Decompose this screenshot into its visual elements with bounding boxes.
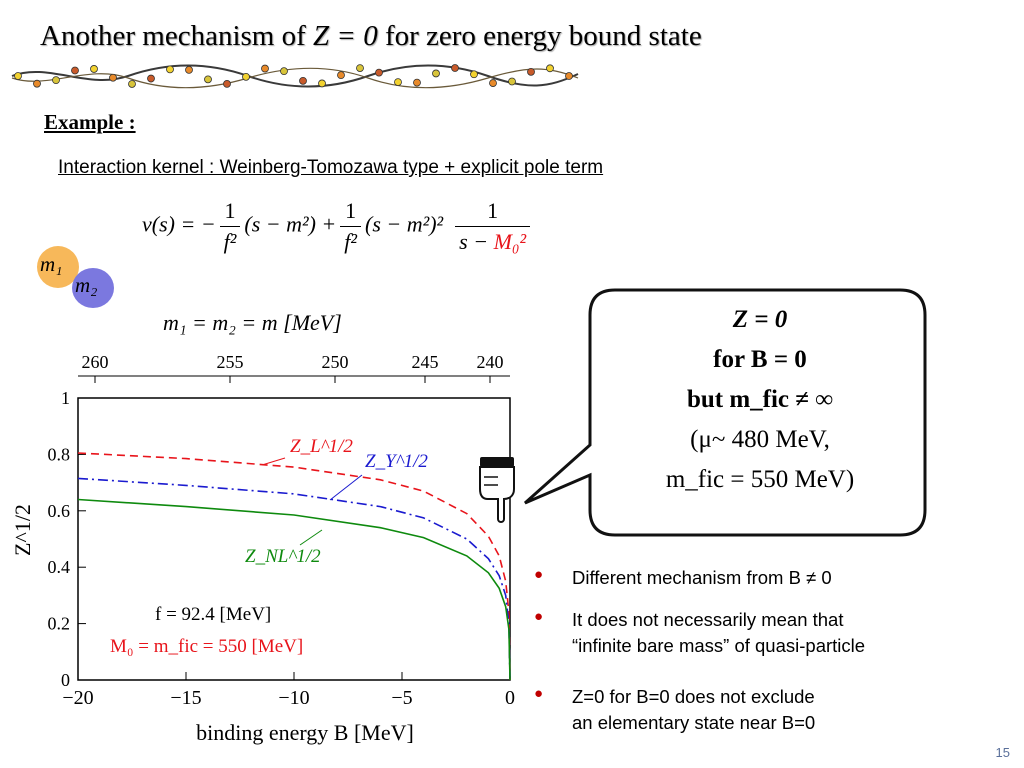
kernel-description: Interaction kernel : Weinberg-Tomozawa t… <box>58 157 604 178</box>
garland-bead <box>128 80 136 88</box>
top-axis-tick-label: 255 <box>217 352 244 372</box>
garland-bead <box>90 65 98 73</box>
y-axis-label: Z^1/2 <box>10 504 35 556</box>
garland-bead <box>413 78 421 87</box>
garland-bead <box>52 76 60 85</box>
garland-bead <box>318 79 326 88</box>
top-axis-tick-label: 250 <box>322 352 349 372</box>
garland-bead <box>166 65 174 74</box>
garland-bead <box>280 67 288 76</box>
garland-bead <box>565 72 573 80</box>
garland-bead <box>470 70 478 79</box>
callout-text: Z = 0 for B = 0 but m_fic ≠ ∞ (μ~ 480 Me… <box>595 300 925 500</box>
garland-bead <box>375 68 383 77</box>
x-axis-label: binding energy B [MeV] <box>196 720 414 745</box>
garland-bead <box>432 69 440 78</box>
garland-bead <box>527 67 535 76</box>
callout-line-1: Z = 0 <box>732 306 788 333</box>
series-label-znl: Z_NL^1/2 <box>245 546 321 567</box>
garland-bead <box>33 79 41 88</box>
garland-bead <box>489 79 497 87</box>
bullet-dot-icon: ● <box>534 608 544 625</box>
mass-equation: m₁ = m₂ = m [MeV] <box>163 310 342 335</box>
garland-bead <box>14 72 22 80</box>
series-line-1 <box>77 477 511 681</box>
y-tick-label: 0.4 <box>48 557 71 577</box>
page-number: 15 <box>995 745 1010 760</box>
kernel-equation: v(s) = −1 f² (s − m²) +1 f² (s − m²)² 1 s − M₀… <box>142 196 534 257</box>
garland-bead <box>204 75 212 84</box>
callout-line-5: m_fic = 550 MeV) <box>665 466 855 493</box>
y-tick-label: 0 <box>61 670 70 690</box>
pointing-hand-icon <box>479 457 515 523</box>
top-axis-tick-label: 260 <box>82 352 109 372</box>
x-tick-label: 0 <box>505 687 515 709</box>
garland-bead <box>546 64 554 73</box>
garland-bead <box>185 66 193 74</box>
series-label-zy: Z_Y^1/2 <box>365 451 428 472</box>
bullet-dot-icon: ● <box>534 685 544 702</box>
callout-line-2: for B = 0 <box>713 346 807 373</box>
garland-bead <box>147 74 155 83</box>
y-tick-label: 0.6 <box>48 501 71 521</box>
top-axis-tick-label: 245 <box>412 352 439 372</box>
annotation-f: f = 92.4 [MeV] <box>155 604 271 625</box>
leader-line-zl <box>261 457 286 466</box>
garland-bead <box>356 64 364 73</box>
top-axis-tick-label: 240 <box>477 352 504 372</box>
garland-bead <box>299 76 307 85</box>
particle-m2-ball <box>72 268 114 308</box>
x-tick-label: −20 <box>62 687 93 709</box>
annotation-m0: M₀ = m_fic = 550 [MeV] <box>110 636 303 657</box>
leader-line-znl <box>299 529 323 546</box>
callout-bubble <box>524 288 927 537</box>
leader-line-zy <box>329 474 363 501</box>
x-tick-label: −15 <box>170 687 201 709</box>
z-vs-binding-energy-chart: −20 −15 −10 −5 0 0 0.2 0.4 0.6 0.8 1 260 255 250 245 24… <box>10 352 515 745</box>
y-tick-label: 0.8 <box>48 444 71 464</box>
garland-bead <box>394 78 402 87</box>
particle-m1-label: m₁ <box>40 252 63 276</box>
example-label: Example : <box>44 110 136 134</box>
x-tick-label: −5 <box>391 687 412 709</box>
series-line-2 <box>77 498 511 681</box>
garland-bead <box>451 64 459 72</box>
x-tick-label: −10 <box>278 687 309 709</box>
garland-bead <box>223 79 231 88</box>
garland-bead <box>261 64 269 73</box>
slide-title: Another mechanism of Z = 0 for zero ener… <box>40 20 702 52</box>
garland-bead <box>508 77 516 86</box>
decorative-garland <box>11 64 579 89</box>
y-tick-label: 1 <box>61 388 70 408</box>
garland-bead <box>242 72 250 81</box>
particle-m2-label: m₂ <box>75 273 98 297</box>
series-label-zl: Z_L^1/2 <box>290 436 353 457</box>
bullet-dot-icon: ● <box>534 566 544 583</box>
garland-bead <box>337 71 345 80</box>
callout-line-3: but m_fic ≠ ∞ <box>686 386 834 413</box>
series-line-0 <box>77 452 511 681</box>
garland-bead <box>71 66 79 75</box>
garland-bead <box>109 73 117 82</box>
callout-line-4: (μ~ 480 MeV, <box>690 426 830 453</box>
y-tick-label: 0.2 <box>48 614 71 634</box>
